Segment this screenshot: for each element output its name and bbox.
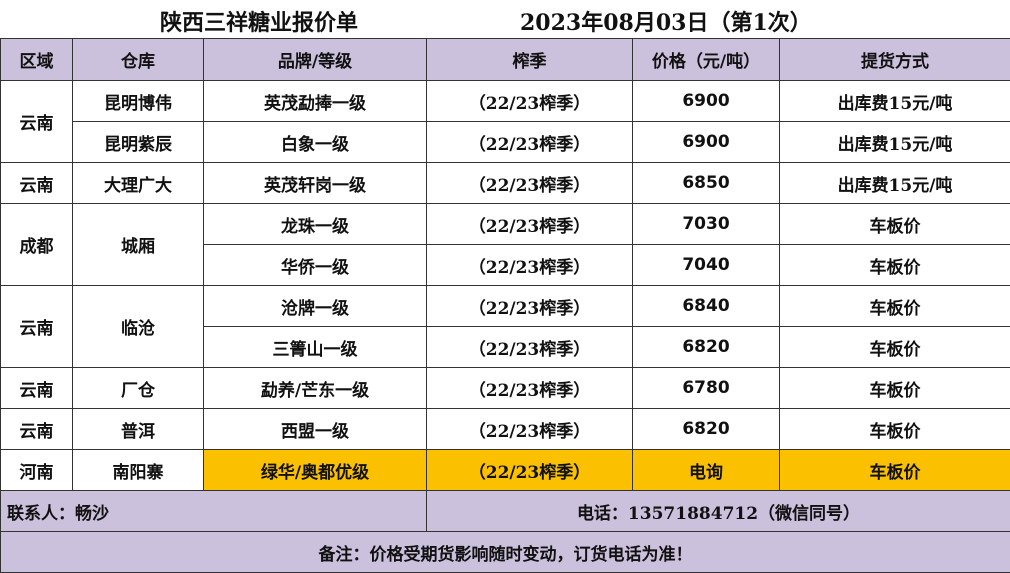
price-cell: 6780: [633, 368, 780, 409]
warehouse-cell: 城厢: [73, 204, 204, 286]
header-cell: 仓库: [73, 39, 204, 81]
delivery-cell: 车板价: [780, 368, 1010, 409]
price-cell: 6850: [633, 163, 780, 204]
brand-cell: 西盟一级: [204, 409, 427, 450]
delivery-cell: 车板价: [780, 204, 1010, 245]
header-cell: 价格（元/吨）: [633, 39, 780, 81]
season-cell: （22/23榨季）: [427, 409, 633, 450]
brand-cell: 沧牌一级: [204, 286, 427, 327]
season-cell: （22/23榨季）: [427, 81, 633, 122]
brand-cell: 白象一级: [204, 122, 427, 163]
note-row: 备注：价格受期货影响随时变动，订货电话为准！: [1, 532, 1010, 573]
table-row: 云南 大理广大 英茂轩岗一级 （22/23榨季） 6850 出库费15元/吨: [1, 163, 1010, 204]
table-row: 昆明紫辰 白象一级 （22/23榨季） 6900 出库费15元/吨: [1, 122, 1010, 163]
price-cell: 6820: [633, 409, 780, 450]
quote-date: 2023年08月03日（第1次）: [520, 5, 812, 37]
region-cell: 成都: [1, 204, 73, 286]
price-cell: 电询: [633, 450, 780, 491]
price-cell: 7040: [633, 245, 780, 286]
delivery-cell: 出库费15元/吨: [780, 163, 1010, 204]
price-cell: 6900: [633, 122, 780, 163]
price-cell: 7030: [633, 204, 780, 245]
season-cell: （22/23榨季）: [427, 163, 633, 204]
brand-cell: 勐养/芒东一级: [204, 368, 427, 409]
season-cell: （22/23榨季）: [427, 286, 633, 327]
delivery-cell: 车板价: [780, 327, 1010, 368]
warehouse-cell: 普洱: [73, 409, 204, 450]
table-row: 云南 厂仓 勐养/芒东一级 （22/23榨季） 6780 车板价: [1, 368, 1010, 409]
contact-phone: 电话：13571884712（微信同号）: [427, 491, 1010, 532]
price-cell: 6840: [633, 286, 780, 327]
contact-row: 联系人：畅沙 电话：13571884712（微信同号）: [1, 491, 1010, 532]
brand-cell: 三箐山一级: [204, 327, 427, 368]
region-cell: 河南: [1, 450, 73, 491]
region-cell: 云南: [1, 81, 73, 163]
header-cell: 榨季: [427, 39, 633, 81]
brand-cell: 绿华/奥都优级: [204, 450, 427, 491]
season-cell: （22/23榨季）: [427, 327, 633, 368]
warehouse-cell: 南阳寨: [73, 450, 204, 491]
region-cell: 云南: [1, 409, 73, 450]
delivery-cell: 车板价: [780, 450, 1010, 491]
price-table: 区域 仓库 品牌/等级 榨季 价格（元/吨） 提货方式 云南 昆明博伟 英茂勐捧…: [0, 38, 1010, 573]
warehouse-cell: 昆明紫辰: [73, 122, 204, 163]
table-row: 成都 城厢 龙珠一级 （22/23榨季） 7030 车板价: [1, 204, 1010, 245]
delivery-cell: 车板价: [780, 286, 1010, 327]
price-cell: 6820: [633, 327, 780, 368]
region-cell: 云南: [1, 368, 73, 409]
warehouse-cell: 昆明博伟: [73, 81, 204, 122]
brand-cell: 英茂轩岗一级: [204, 163, 427, 204]
season-cell: （22/23榨季）: [427, 450, 633, 491]
brand-cell: 龙珠一级: [204, 204, 427, 245]
contact-person: 联系人：畅沙: [1, 491, 427, 532]
header-row: 区域 仓库 品牌/等级 榨季 价格（元/吨） 提货方式: [1, 39, 1010, 81]
region-cell: 云南: [1, 286, 73, 368]
delivery-cell: 出库费15元/吨: [780, 122, 1010, 163]
season-cell: （22/23榨季）: [427, 368, 633, 409]
title-bar: 陕西三祥糖业报价单 2023年08月03日（第1次）: [0, 0, 1010, 38]
brand-cell: 英茂勐捧一级: [204, 81, 427, 122]
warehouse-cell: 临沧: [73, 286, 204, 368]
delivery-cell: 车板价: [780, 409, 1010, 450]
brand-cell: 华侨一级: [204, 245, 427, 286]
page-title: 陕西三祥糖业报价单: [160, 5, 358, 37]
warehouse-cell: 厂仓: [73, 368, 204, 409]
table-row: 云南 临沧 沧牌一级 （22/23榨季） 6840 车板价: [1, 286, 1010, 327]
season-cell: （22/23榨季）: [427, 245, 633, 286]
delivery-cell: 车板价: [780, 245, 1010, 286]
price-cell: 6900: [633, 81, 780, 122]
warehouse-cell: 大理广大: [73, 163, 204, 204]
header-cell: 品牌/等级: [204, 39, 427, 81]
table-row-highlighted: 河南 南阳寨 绿华/奥都优级 （22/23榨季） 电询 车板价: [1, 450, 1010, 491]
table-row: 云南 昆明博伟 英茂勐捧一级 （22/23榨季） 6900 出库费15元/吨: [1, 81, 1010, 122]
note-text: 备注：价格受期货影响随时变动，订货电话为准！: [1, 532, 1010, 573]
season-cell: （22/23榨季）: [427, 122, 633, 163]
delivery-cell: 出库费15元/吨: [780, 81, 1010, 122]
season-cell: （22/23榨季）: [427, 204, 633, 245]
header-cell: 提货方式: [780, 39, 1010, 81]
table-row: 云南 普洱 西盟一级 （22/23榨季） 6820 车板价: [1, 409, 1010, 450]
header-cell: 区域: [1, 39, 73, 81]
region-cell: 云南: [1, 163, 73, 204]
